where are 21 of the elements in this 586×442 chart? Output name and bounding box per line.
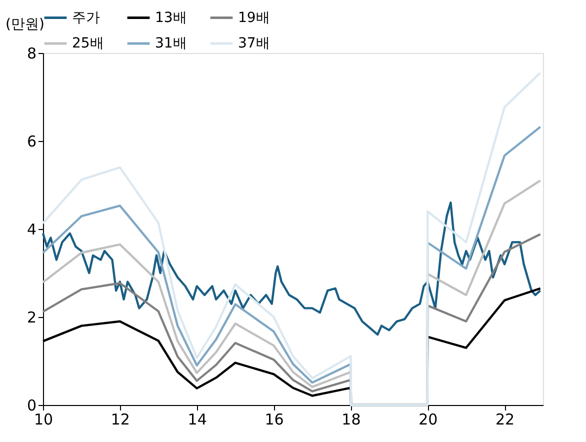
legend-label: 13배	[155, 10, 187, 26]
x-tick-label: 14	[188, 410, 207, 428]
y-tick-label: 6	[26, 132, 36, 150]
x-tick-label: 10	[34, 410, 54, 428]
legend-label: 주가	[72, 10, 100, 26]
x-tick-label: 20	[418, 410, 438, 428]
y-tick-label: 4	[26, 220, 36, 238]
x-tick-label: 22	[495, 410, 515, 428]
y-tick-label: 2	[26, 308, 36, 326]
legend-label: 25배	[72, 36, 104, 52]
x-tick-label: 18	[342, 410, 361, 428]
y-axis-title: (만원)	[6, 16, 44, 32]
legend-label: 19배	[238, 10, 270, 26]
y-tick-label: 8	[26, 44, 36, 62]
legend-label: 31배	[155, 36, 187, 52]
line-series	[42, 72, 542, 406]
x-tick-label: 16	[264, 410, 284, 428]
legend-label: 37배	[238, 36, 270, 52]
x-tick-label: 12	[110, 410, 130, 428]
y-tick-label: 0	[26, 396, 36, 414]
line-series	[42, 202, 542, 336]
